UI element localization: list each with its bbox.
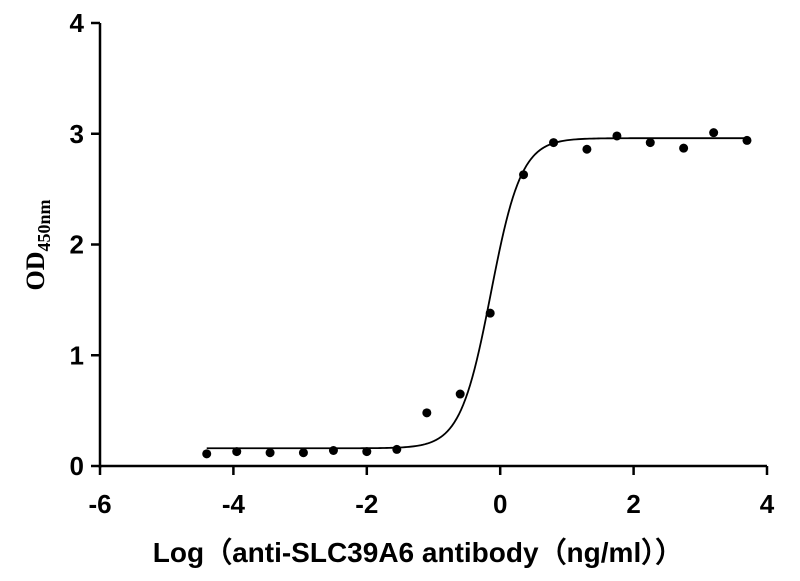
y-axis-title-subscript: 450nm bbox=[34, 199, 54, 251]
data-point bbox=[202, 449, 212, 459]
x-tick-label: 2 bbox=[626, 489, 640, 519]
y-tick-label: 1 bbox=[70, 340, 84, 370]
y-axis-title: OD450nm bbox=[21, 199, 54, 290]
x-tick-label: -2 bbox=[355, 489, 378, 519]
y-axis-title-main: OD bbox=[21, 252, 50, 291]
x-tick-label: 0 bbox=[493, 489, 507, 519]
y-tick-label: 0 bbox=[70, 451, 84, 481]
data-point bbox=[519, 170, 529, 180]
data-point bbox=[612, 131, 622, 141]
x-axis-title: Log（anti-SLC39A6 antibody（ng/ml）） bbox=[153, 536, 683, 568]
axes bbox=[98, 23, 767, 468]
y-tick-label: 4 bbox=[70, 8, 85, 38]
data-point bbox=[455, 389, 465, 399]
data-point bbox=[392, 444, 402, 454]
data-points bbox=[202, 128, 752, 459]
data-point bbox=[709, 128, 719, 138]
data-point bbox=[362, 447, 372, 457]
x-tick-label: -4 bbox=[222, 489, 246, 519]
data-point bbox=[645, 138, 655, 148]
data-point bbox=[485, 308, 495, 318]
data-point bbox=[582, 144, 592, 154]
data-point bbox=[232, 447, 242, 457]
x-ticks: -6 -4 -2 0 2 4 bbox=[88, 466, 775, 519]
data-point bbox=[679, 143, 689, 153]
data-point bbox=[328, 445, 338, 455]
data-point bbox=[265, 448, 275, 458]
y-tick-label: 3 bbox=[70, 119, 84, 149]
data-point bbox=[298, 448, 308, 458]
x-tick-label: -6 bbox=[88, 489, 111, 519]
fit-curve bbox=[206, 137, 747, 450]
y-tick-label: 2 bbox=[70, 230, 84, 260]
data-point bbox=[422, 408, 432, 418]
y-ticks: 0 1 2 3 4 bbox=[70, 8, 100, 481]
data-point bbox=[549, 138, 559, 148]
data-point bbox=[742, 135, 752, 145]
x-tick-label: 4 bbox=[760, 489, 775, 519]
